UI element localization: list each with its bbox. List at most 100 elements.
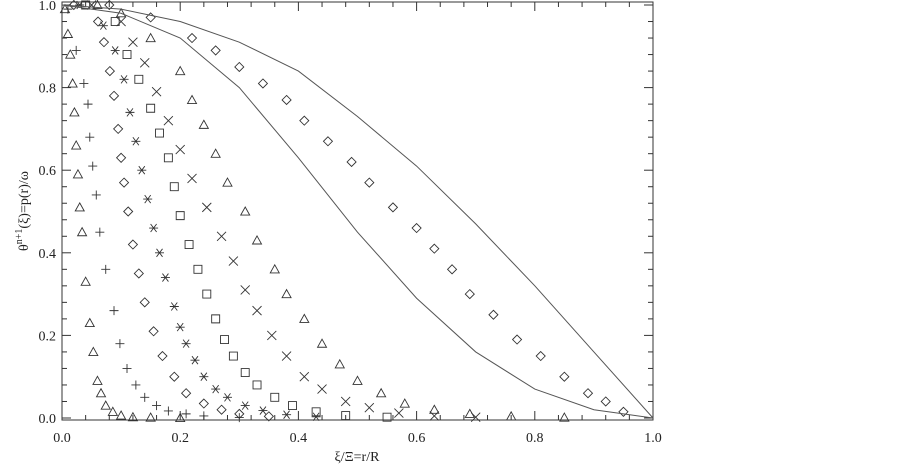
marker-triangle (62, 28, 74, 38)
marker-asterisk (169, 302, 179, 311)
marker-triangle (352, 375, 363, 385)
marker-diamond (139, 297, 150, 308)
marker-asterisk (110, 46, 120, 55)
plot-frame (61, 1, 654, 421)
marker-triangle (186, 94, 198, 105)
marker-plus (163, 406, 173, 416)
marker-triangle (127, 411, 139, 422)
marker-square (134, 74, 144, 84)
marker-triangle (281, 288, 292, 299)
y-label-superscript: n+1 (14, 229, 25, 245)
marker-cross (252, 305, 262, 316)
marker-cross (151, 86, 162, 97)
marker-triangle (100, 400, 111, 410)
marker-triangle (299, 313, 310, 323)
marker-square (122, 50, 132, 60)
marker-diamond (281, 94, 292, 106)
marker-square (202, 289, 212, 299)
marker-diamond (148, 326, 159, 337)
marker-asterisk (190, 355, 200, 365)
marker-plus (91, 190, 101, 200)
marker-plus (115, 339, 125, 349)
marker-asterisk (199, 372, 209, 381)
y-label-rest: (ξ)=p(r)/ω (17, 171, 32, 229)
marker-diamond (133, 268, 144, 279)
marker-diamond (104, 65, 116, 77)
marker-square (220, 335, 229, 344)
marker-triangle (115, 410, 127, 420)
x-tick-label: 1.0 (644, 431, 662, 446)
marker-plus (88, 161, 98, 171)
y-tick-label: 0.6 (39, 164, 57, 179)
y-tick-label: 1.0 (39, 0, 57, 14)
marker-plus (152, 401, 162, 411)
marker-diamond (216, 404, 227, 415)
marker-asterisk (240, 401, 250, 410)
marker-cross (317, 384, 327, 394)
marker-plus (122, 363, 132, 373)
marker-cross (340, 396, 351, 407)
marker-triangle (198, 119, 210, 129)
marker-square (211, 314, 221, 324)
marker-diamond (535, 350, 546, 362)
marker-square (184, 240, 194, 249)
marker-diamond (210, 45, 221, 56)
marker-triangle (92, 0, 103, 10)
marker-diamond (446, 264, 458, 275)
marker-square (193, 264, 203, 274)
marker-square (175, 211, 185, 221)
marker-asterisk (181, 339, 191, 348)
marker-triangle (559, 412, 570, 422)
marker-asterisk (98, 21, 108, 30)
marker-square (146, 103, 156, 113)
marker-diamond (157, 350, 168, 362)
marker-triangle (72, 168, 84, 179)
marker-asterisk (258, 406, 268, 415)
x-axis-label: ξ/Ξ=r/R (335, 450, 381, 465)
marker-asterisk (137, 165, 147, 175)
marker-diamond (299, 115, 310, 126)
marker-asterisk (222, 393, 232, 402)
marker-triangle (69, 106, 80, 117)
marker-cross (240, 285, 251, 295)
marker-square (228, 351, 238, 361)
marker-cross (86, 0, 97, 10)
x-tick-label: 0.2 (171, 431, 189, 446)
marker-plus (181, 409, 191, 419)
marker-triangle (145, 412, 156, 422)
marker-plus (95, 227, 105, 237)
marker-diamond (600, 396, 611, 407)
x-tick-label: 0.4 (290, 431, 308, 446)
marker-cross (116, 16, 126, 27)
marker-diamond (186, 32, 198, 44)
marker-diamond (127, 239, 139, 250)
marker-square (288, 401, 297, 411)
marker-diamond (180, 388, 192, 399)
y-tick-label: 0.4 (39, 247, 57, 262)
curve (61, 4, 654, 419)
marker-plus (131, 380, 141, 390)
marker-triangle (67, 78, 78, 88)
marker-plus (83, 99, 93, 109)
marker-asterisk (131, 137, 141, 146)
marker-asterisk (119, 75, 129, 84)
marker-cross (429, 411, 440, 421)
marker-cross (216, 231, 227, 242)
marker-cross (128, 37, 138, 47)
marker-triangle (174, 65, 186, 76)
marker-diamond (169, 371, 180, 382)
marker-plus (85, 132, 95, 142)
marker-plus (234, 413, 244, 423)
marker-square (311, 407, 321, 417)
y-tick-label: 0.2 (39, 329, 57, 344)
marker-plus (109, 306, 119, 316)
marker-diamond (559, 371, 570, 382)
marker-square (382, 412, 392, 422)
marker-diamond (464, 288, 475, 300)
x-tick-label: 0.6 (408, 431, 426, 446)
marker-cross (228, 256, 239, 266)
marker-diamond (322, 136, 334, 147)
marker-triangle (210, 148, 221, 158)
marker-diamond (118, 177, 130, 188)
